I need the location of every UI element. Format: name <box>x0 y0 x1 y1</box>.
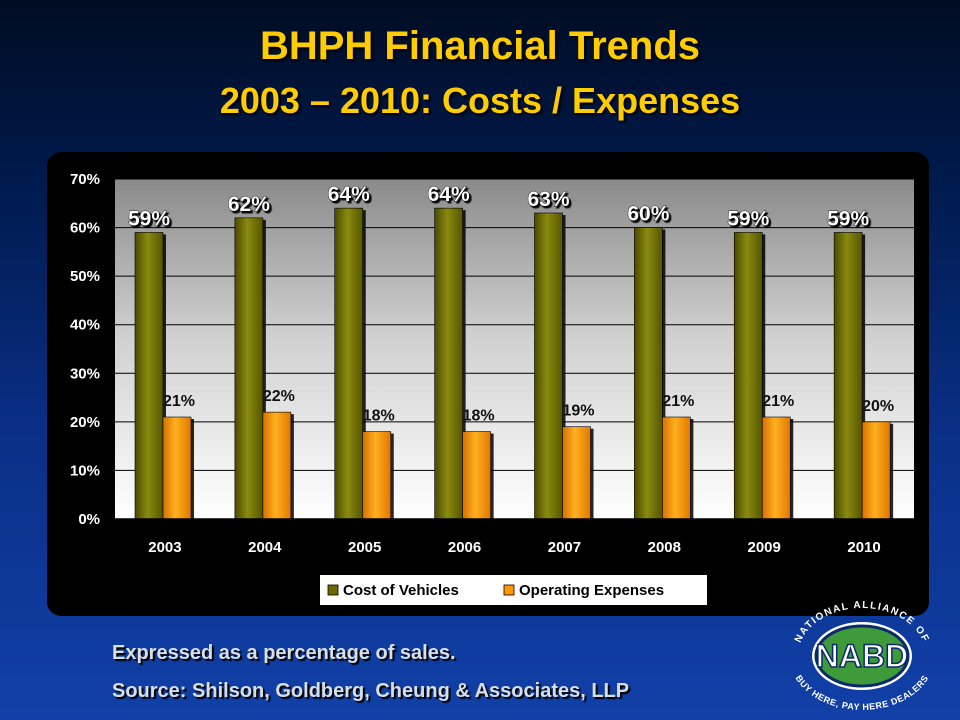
legend-swatch-cost-of-vehicles <box>327 584 339 596</box>
y-tick-label: 20% <box>70 414 100 431</box>
data-label-operating-expenses: 21% <box>662 393 694 410</box>
bar-cost-of-vehicles <box>134 232 164 520</box>
x-tick-label: 2003 <box>148 539 181 556</box>
x-tick-label: 2007 <box>548 539 581 556</box>
x-tick-label: 2005 <box>348 539 381 556</box>
logo-text: NABD <box>816 638 908 674</box>
y-tick-label: 10% <box>70 462 100 479</box>
data-label-operating-expenses: 18% <box>463 408 495 425</box>
data-label-operating-expenses: 19% <box>562 403 594 420</box>
data-label-cost-of-vehicles: 59% <box>128 207 170 230</box>
nabd-logo: NABD NATIONAL ALLIANCE OF BUY HERE, PAY … <box>793 600 930 712</box>
y-tick-label: 0% <box>78 511 100 528</box>
data-label-cost-of-vehicles: 64% <box>428 183 470 206</box>
bar-operating-expenses <box>662 416 691 520</box>
x-tick-label: 2004 <box>248 539 282 556</box>
y-tick-label: 40% <box>70 317 100 334</box>
data-label-operating-expenses: 21% <box>762 393 794 410</box>
bar-operating-expenses <box>562 426 591 520</box>
bar-operating-expenses <box>162 416 192 520</box>
slide-subtitle: 2003 – 2010: Costs / Expenses <box>219 80 741 121</box>
data-label-cost-of-vehicles: 62% <box>228 193 270 216</box>
data-label-cost-of-vehicles: 60% <box>627 203 669 226</box>
bar-cost-of-vehicles <box>234 217 264 520</box>
bar-cost-of-vehicles <box>334 207 364 520</box>
source-note: Source: Shilson, Goldberg, Cheung & Asso… <box>112 680 630 702</box>
bar-cost-of-vehicles <box>534 212 563 520</box>
data-label-operating-expenses: 22% <box>263 388 295 405</box>
bar-cost-of-vehicles <box>634 227 663 520</box>
slide-title: BHPH Financial Trends <box>259 24 701 68</box>
y-tick-label: 60% <box>70 220 100 237</box>
data-label-cost-of-vehicles: 63% <box>527 188 569 211</box>
data-label-cost-of-vehicles: 59% <box>727 207 769 230</box>
x-tick-label: 2006 <box>448 539 481 556</box>
legend-label: Cost of Vehicles <box>343 582 459 599</box>
bar-operating-expenses <box>362 431 392 520</box>
bar-cost-of-vehicles <box>833 232 863 520</box>
bar-cost-of-vehicles <box>733 232 763 520</box>
data-label-operating-expenses: 20% <box>862 398 894 415</box>
bar-operating-expenses <box>761 416 791 520</box>
data-label-cost-of-vehicles: 59% <box>827 207 869 230</box>
bar-operating-expenses <box>861 421 891 520</box>
footnote: Expressed as a percentage of sales. <box>112 642 456 664</box>
y-tick-label: 70% <box>70 171 100 188</box>
x-tick-label: 2008 <box>648 539 681 556</box>
data-label-operating-expenses: 21% <box>163 393 195 410</box>
y-tick-label: 30% <box>70 365 100 382</box>
bar-operating-expenses <box>262 411 292 520</box>
y-tick-label: 50% <box>70 268 100 285</box>
x-tick-label: 2010 <box>847 539 880 556</box>
bar-cost-of-vehicles <box>434 207 463 520</box>
data-label-cost-of-vehicles: 64% <box>328 183 370 206</box>
bar-operating-expenses <box>462 431 491 520</box>
data-label-operating-expenses: 18% <box>363 408 395 425</box>
x-tick-label: 2009 <box>748 539 781 556</box>
bar-chart: 59% 21% 62% 22% 64% 18% 64% 18% 63% 19% 60% 21% 59% 2… <box>70 171 914 605</box>
legend-label: Operating Expenses <box>519 582 664 599</box>
chart-panel: 59% 21% 62% 22% 64% 18% 64% 18% 63% 19% 60% 21% 59% 2… <box>47 152 929 616</box>
legend-swatch-operating-expenses <box>503 584 515 596</box>
